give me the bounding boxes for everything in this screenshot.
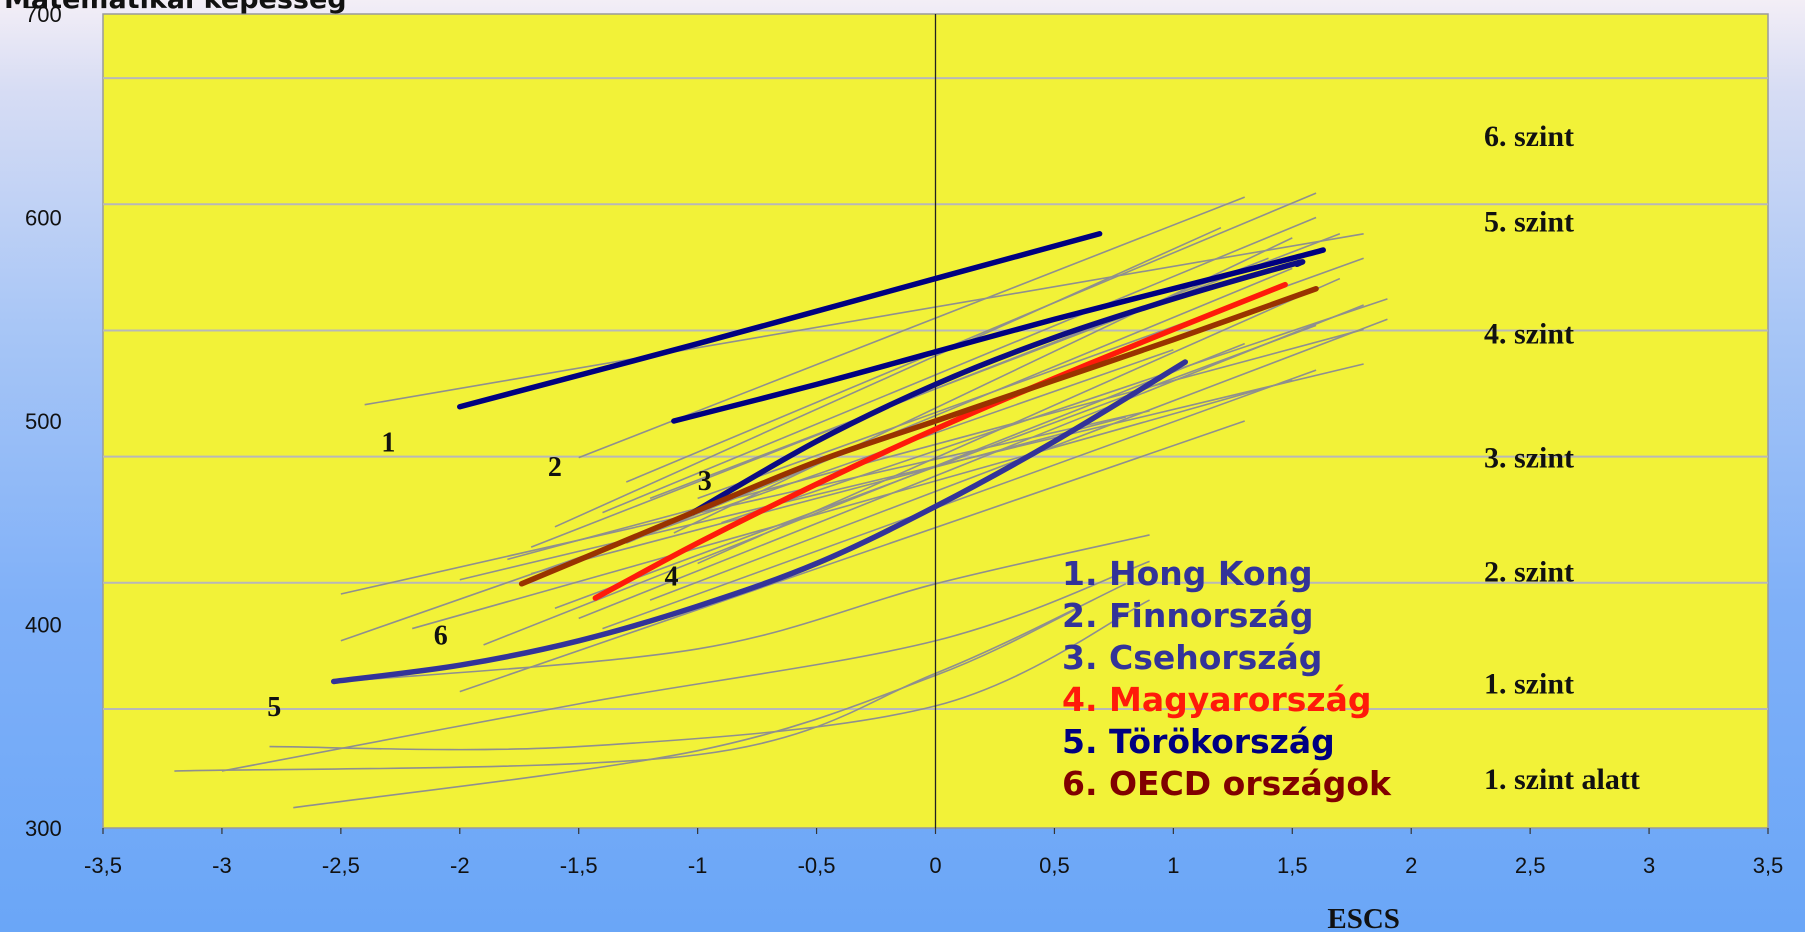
legend-entry: 1. Hong Kong <box>1062 554 1313 593</box>
x-tick-label: 0,5 <box>1039 853 1070 878</box>
level-label: 4. szint <box>1484 317 1574 350</box>
background-line <box>340 349 1174 642</box>
x-tick-label: 3 <box>1643 853 1655 878</box>
x-tick-label: -0,5 <box>798 853 836 878</box>
background-line <box>578 304 1364 620</box>
background-line <box>697 277 1341 565</box>
x-tick-label: 2 <box>1405 853 1417 878</box>
level-label: 1. szint alatt <box>1484 763 1640 796</box>
series-line <box>592 281 1288 601</box>
y-tick-label: 700 <box>25 2 62 27</box>
y-tick-label: 500 <box>25 409 62 434</box>
legend-entry: 6. OECD országok <box>1062 764 1392 803</box>
y-tick-label: 400 <box>25 613 62 638</box>
background-line <box>340 410 1150 595</box>
curve-number-label: 1 <box>381 427 395 458</box>
series-line <box>330 359 1188 685</box>
curve-number-label: 5 <box>267 692 281 723</box>
x-tick-label: 1,5 <box>1277 853 1308 878</box>
background-line <box>554 226 1222 528</box>
background-curve <box>269 599 1150 751</box>
curve-number-label: 3 <box>698 466 712 497</box>
background-line <box>625 192 1317 483</box>
legend-entry: 3. Csehország <box>1062 638 1322 677</box>
curve-number-label: 2 <box>548 452 562 483</box>
x-tick-label: 1 <box>1167 853 1179 878</box>
y-axis-label: Matematikai képesség <box>4 0 347 15</box>
y-tick-label: 600 <box>25 206 62 231</box>
x-axis-label: ESCS <box>1327 903 1400 932</box>
curve-number-labels: 1 2 3 4 6 5 <box>267 427 712 723</box>
background-line <box>602 369 1317 630</box>
legend-entry: 2. Finnország <box>1062 596 1314 635</box>
curve-number-label: 6 <box>434 621 448 652</box>
curve-number-label: 4 <box>664 562 678 593</box>
x-tick-label: 0 <box>929 853 941 878</box>
background-curve <box>340 534 1150 683</box>
level-label: 1. szint <box>1484 668 1574 701</box>
background-line <box>364 232 1364 406</box>
background-line <box>602 216 1317 514</box>
x-tick-label: -3 <box>212 853 232 878</box>
series-line <box>671 247 1326 424</box>
level-labels: 6. szint 5. szint 4. szint 3. szint 2. szint… <box>1484 120 1640 796</box>
y-tick-label: 300 <box>25 816 62 841</box>
background-line <box>625 267 1293 544</box>
x-tick-label: -3,5 <box>84 853 122 878</box>
background-line <box>411 379 1293 630</box>
level-label: 2. szint <box>1484 556 1574 589</box>
series-line <box>690 259 1306 516</box>
level-label: 5. szint <box>1484 206 1574 239</box>
background-curve <box>221 560 1150 772</box>
x-tick-label: -1 <box>688 853 708 878</box>
x-tick-label: -1,5 <box>560 853 598 878</box>
level-label: 3. szint <box>1484 442 1574 475</box>
series-line <box>518 285 1319 587</box>
background-curve <box>293 607 1079 809</box>
background-line <box>459 420 1245 693</box>
background-line <box>459 363 1364 581</box>
level-label: 6. szint <box>1484 120 1574 153</box>
legend-entry: 4. Magyarország <box>1062 680 1371 719</box>
x-tick-label: 3,5 <box>1753 853 1784 878</box>
background-curve <box>174 583 1127 772</box>
legend-entry: 5. Törökország <box>1062 722 1335 761</box>
x-tick-label: 2,5 <box>1515 853 1546 878</box>
background-line <box>483 342 1246 646</box>
series-line <box>457 231 1103 410</box>
background-line <box>721 298 1388 524</box>
x-tick-label: -2,5 <box>322 853 360 878</box>
x-tick-label: -2 <box>450 853 470 878</box>
axis-ticks: -3,5 -3 -2,5 -2 -1,5 -1 -0,5 0 0,5 1 1,5 2 2,5 3 3,5 30… <box>25 2 1783 878</box>
background-line <box>530 416 1126 575</box>
highlighted-series <box>330 231 1326 685</box>
